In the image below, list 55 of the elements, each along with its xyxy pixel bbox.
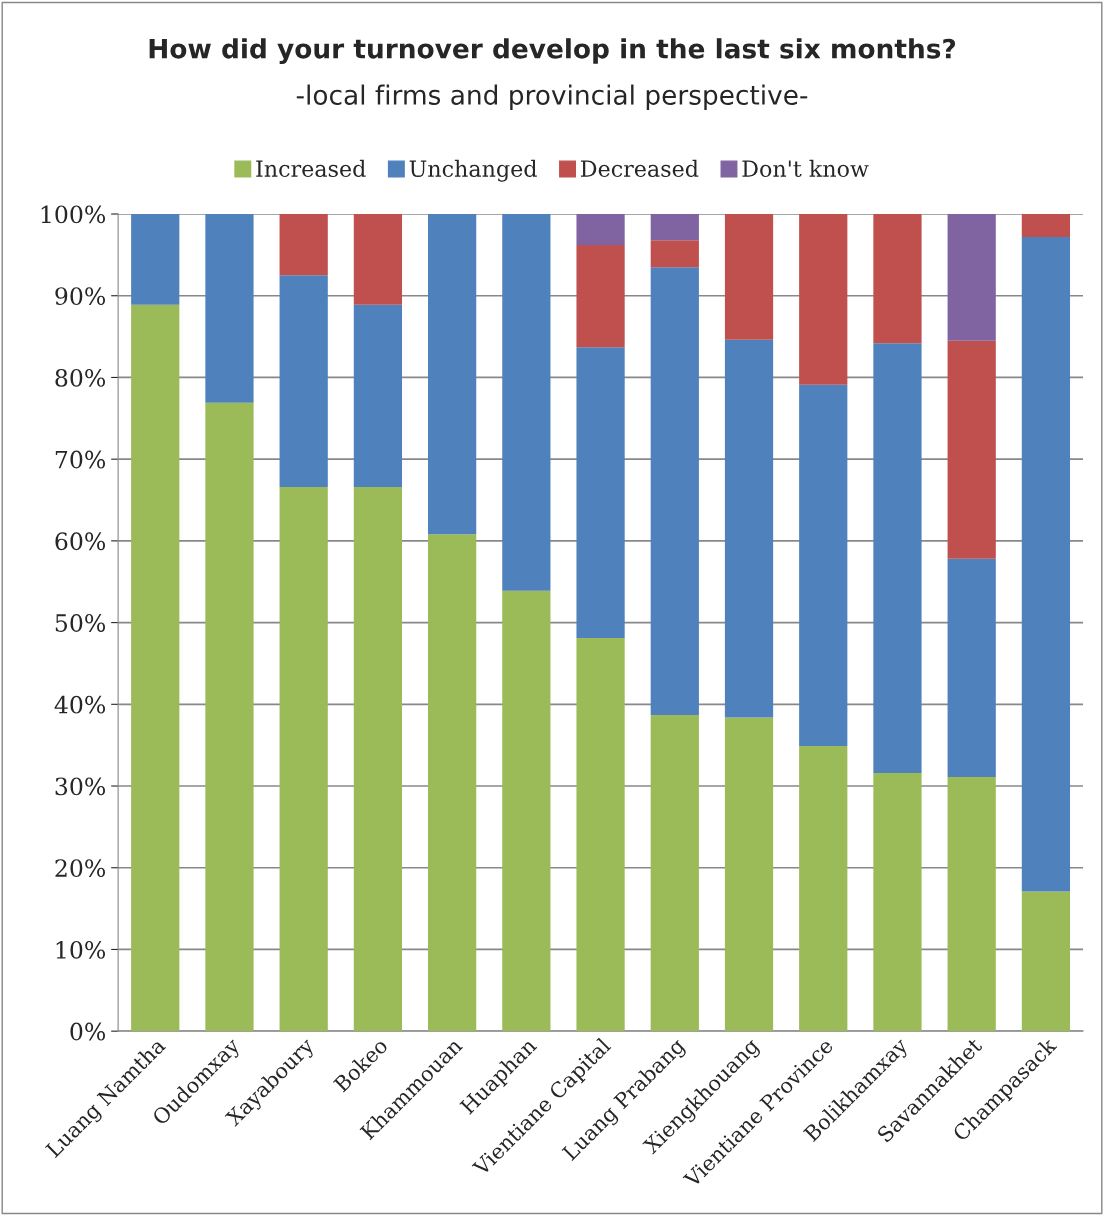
y-tick-label: 40% [54,695,106,714]
legend-label: Unchanged [409,159,537,182]
bar [873,772,922,1032]
bar [576,347,625,639]
bar [650,240,699,268]
bar [650,267,699,715]
y-tick-label: 60% [55,532,106,551]
bar [279,214,328,276]
bar [428,214,477,535]
bar [947,214,996,341]
bar [353,214,403,305]
bar [1021,236,1071,892]
y-tick-label: 30% [55,777,106,796]
y-tick-label: 80% [55,368,106,387]
legend-label: Decreased [580,159,699,178]
bar [279,486,328,1032]
bar [205,402,254,1032]
legend-label: Increased [256,159,366,178]
bar [502,214,551,591]
bar [947,558,996,778]
y-tick-label: 90% [55,287,106,306]
y-tick-label: 0% [70,1022,106,1041]
bar [279,275,328,487]
bar [873,343,922,773]
bar [650,214,699,241]
bar [131,304,180,1032]
bar [1021,214,1071,237]
bar [1021,891,1071,1032]
y-tick-label: 10% [56,940,106,959]
bar [131,214,180,305]
y-tick-label: 50% [55,614,106,632]
bar [873,214,922,344]
bar [947,777,996,1032]
bar [576,638,625,1032]
bar [650,714,699,1032]
y-tick-label: 70% [55,450,106,469]
bar [502,590,551,1032]
chart-title: How did your turnover develop in the last six months? [149,38,956,64]
bar [799,384,848,746]
bar [799,745,848,1032]
bar [428,534,477,1032]
bar [724,717,774,1032]
legend-label: Don't know [742,159,869,178]
bar [799,214,848,385]
bar [353,486,403,1032]
chart-subtitle: -local firms and provincial perspective- [296,84,808,111]
bar [205,214,254,403]
bar [576,214,625,246]
bar [576,245,625,348]
bar [947,340,996,559]
y-tick-label: 20% [55,859,106,878]
y-tick-label: 100% [41,205,106,224]
bar [724,214,774,340]
bar [353,304,403,487]
bar [724,339,774,718]
